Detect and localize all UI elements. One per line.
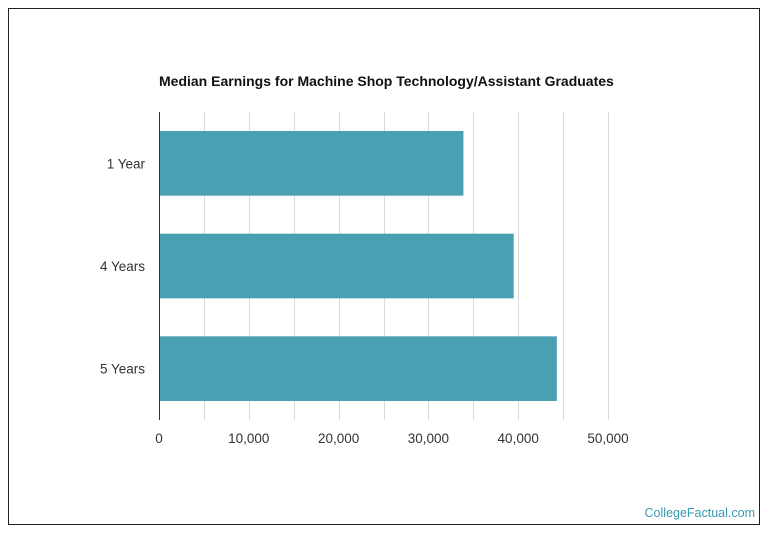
bar xyxy=(159,336,557,402)
y-tick-label: 1 Year xyxy=(107,156,146,171)
y-tick-label: 4 Years xyxy=(100,259,145,274)
x-tick-label: 50,000 xyxy=(587,431,628,446)
x-tick-label: 20,000 xyxy=(318,431,359,446)
y-tick-label: 5 Years xyxy=(100,362,145,377)
x-tick-label: 0 xyxy=(155,431,163,446)
x-tick-label: 40,000 xyxy=(498,431,539,446)
x-tick-label: 10,000 xyxy=(228,431,269,446)
bar xyxy=(159,233,514,299)
bar xyxy=(159,130,464,196)
chart-title: Median Earnings for Machine Shop Technol… xyxy=(159,73,614,89)
x-tick-label: 30,000 xyxy=(408,431,449,446)
collegefactual-watermark-link[interactable]: CollegeFactual.com xyxy=(644,506,755,520)
